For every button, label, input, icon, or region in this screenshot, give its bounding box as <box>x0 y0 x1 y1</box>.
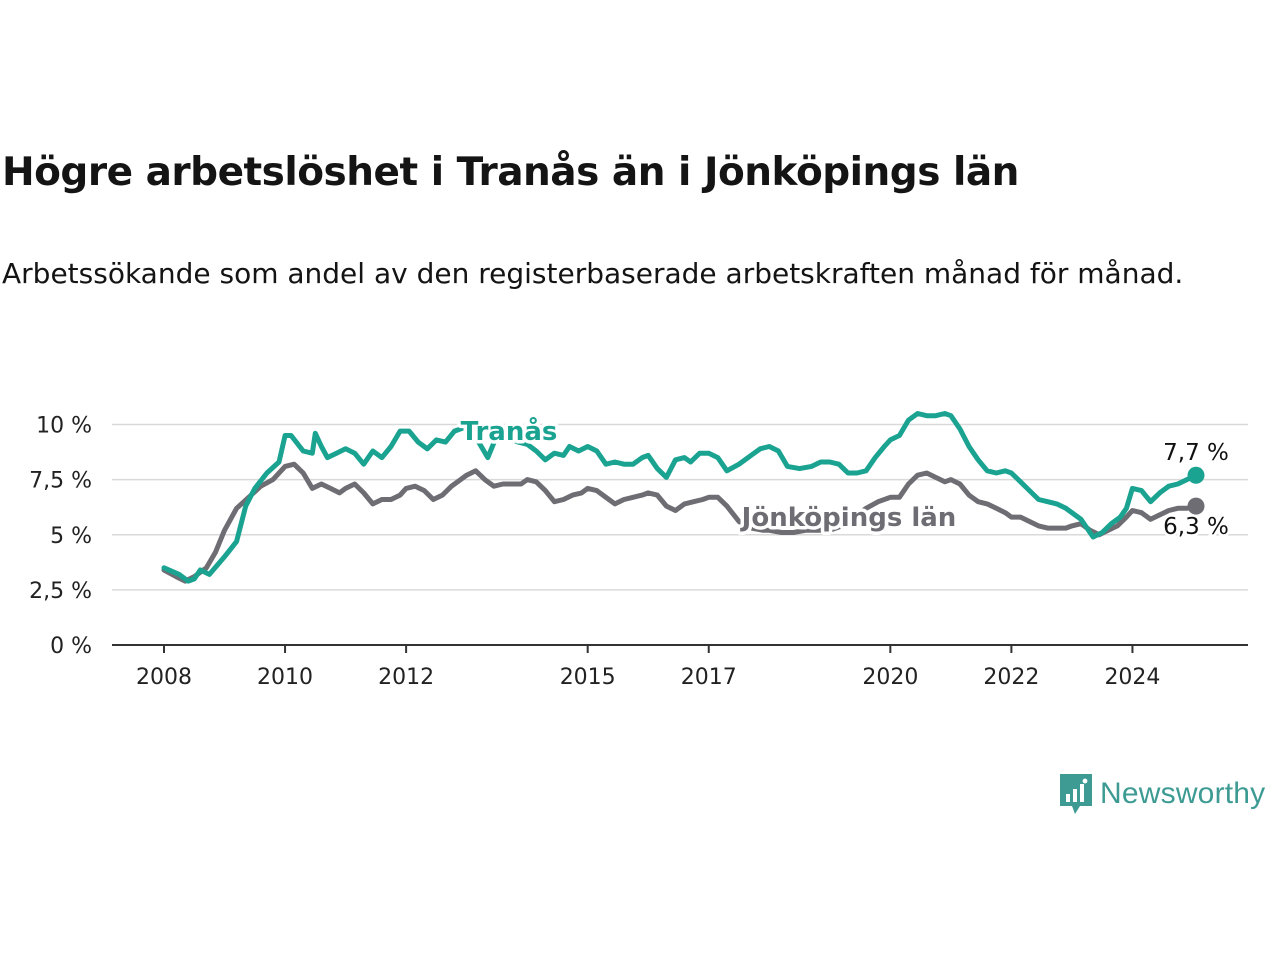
x-tick-label: 2020 <box>862 665 918 690</box>
chart-subtitle: Arbetssökande som andel av den registerb… <box>2 257 1184 290</box>
y-tick-label: 5 % <box>50 524 92 549</box>
x-tick-label: 2012 <box>378 665 434 690</box>
end-point-tranas <box>1187 466 1205 484</box>
y-tick-label: 7,5 % <box>29 469 92 494</box>
x-tick-label: 2024 <box>1104 665 1160 690</box>
y-tick-label: 2,5 % <box>29 579 92 604</box>
chart-title: Högre arbetslöshet i Tranås än i Jönköpi… <box>2 150 1019 195</box>
y-tick-label: 10 % <box>36 414 92 439</box>
series-label-tranas: Tranås <box>461 415 558 447</box>
x-axis: 2008 2010 2012 2015 2017 2020 2022 2024 <box>112 644 1248 690</box>
end-point-jonkopings-lan <box>1187 497 1205 515</box>
gridlines <box>112 423 1248 591</box>
series-lines <box>161 411 1205 584</box>
line-chart: 0 % 2,5 % 5 % 7,5 % 10 % 2008 2010 2012 2015 201… <box>29 411 1248 690</box>
series-labels: Tranås Jönköpings län 7,7 % 6,3 % <box>457 412 1231 543</box>
x-tick-label: 2008 <box>136 665 192 690</box>
end-label-tranas: 7,7 % <box>1163 440 1229 466</box>
x-tick-label: 2015 <box>560 665 616 690</box>
newsworthy-logo-icon <box>1060 774 1092 814</box>
y-tick-label: 0 % <box>50 634 92 659</box>
x-tick-label: 2022 <box>983 665 1039 690</box>
newsworthy-logo-text: Newsworthy <box>1100 777 1266 810</box>
y-axis-tick-labels: 0 % 2,5 % 5 % 7,5 % 10 % <box>29 414 92 660</box>
newsworthy-logo: Newsworthy <box>1058 772 1265 816</box>
series-line-jonkopings-lan <box>161 461 1199 584</box>
x-tick-label: 2010 <box>257 665 313 690</box>
x-tick-label: 2017 <box>681 665 737 690</box>
series-label-jonkopings-lan: Jönköpings län <box>740 503 957 533</box>
series-line-tranas <box>161 411 1199 584</box>
end-label-jonkopings-lan: 6,3 % <box>1163 514 1229 540</box>
